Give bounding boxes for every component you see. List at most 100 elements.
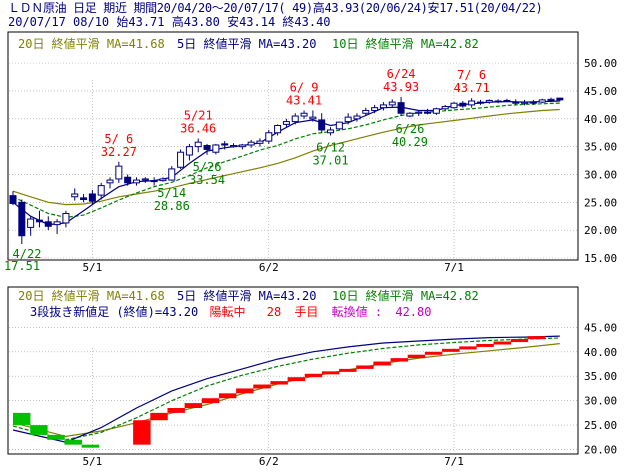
annotation-date: 5/ 6 <box>104 132 133 146</box>
tpb-brick <box>236 388 254 394</box>
candle-body <box>265 132 273 142</box>
y-tick-label: 30.00 <box>584 395 617 408</box>
candle-body <box>203 145 211 150</box>
tpb-info: 3段抜き新値足 (終値)=43.20 陽転中 28 手目 転換値 : 42.80 <box>30 304 431 319</box>
main-candles <box>9 96 564 245</box>
candle-body <box>291 115 299 123</box>
annotation-date: 6/26 <box>395 122 424 136</box>
candle-body <box>274 124 282 134</box>
annotation-value: 17.51 <box>4 259 40 273</box>
tpb-brick <box>13 412 31 426</box>
candle-body <box>71 193 79 198</box>
candle-body <box>185 146 193 156</box>
tpb-brick <box>81 444 100 448</box>
tpb-brick <box>442 348 460 352</box>
candle-body <box>177 151 185 168</box>
annotation-value: 40.29 <box>392 135 428 149</box>
candle-body <box>379 104 387 109</box>
candle-body <box>468 100 476 106</box>
annotation-date: 7/ 6 <box>457 68 486 82</box>
y-tick-label: 50.00 <box>584 57 617 70</box>
main-grid: 15.00 20.00 25.00 30.00 35.00 40.00 45.00 50.00… <box>9 57 617 274</box>
annotation-date: 6/24 <box>387 67 416 81</box>
candle-body <box>212 144 220 153</box>
candle-body <box>159 178 167 182</box>
y-tick-label: 25.00 <box>584 419 617 432</box>
candle-body <box>424 111 432 114</box>
legend-ma5: 5日 終値平滑 MA=43.20 <box>177 36 316 51</box>
tpb-legend-ma20: 20日 終値平滑 MA=41.68 <box>18 288 165 303</box>
candle-body <box>300 112 308 117</box>
candle-body <box>494 100 502 103</box>
candle-body <box>115 165 123 180</box>
candle-body <box>44 221 52 227</box>
tpb-brick <box>133 420 151 445</box>
y-tick-label: 15.00 <box>584 252 617 265</box>
tpb-ma10-line <box>12 337 560 441</box>
candle-body <box>168 168 176 181</box>
candle-body <box>309 116 317 120</box>
candle-body <box>221 143 229 146</box>
candle-body <box>53 221 61 226</box>
x-tick-label: 6/2 <box>259 261 279 274</box>
candle-body <box>9 195 17 204</box>
candle-body <box>388 101 396 106</box>
tpb-brick <box>218 393 237 399</box>
tpb-ma5-line <box>12 335 560 443</box>
candle-body <box>256 140 264 144</box>
candle-body <box>124 176 132 184</box>
candle-body <box>406 112 414 117</box>
candle-body <box>282 121 290 125</box>
tpb-brick <box>30 425 48 435</box>
tpb-brick <box>407 354 426 359</box>
candle-body <box>485 99 493 103</box>
legend-ma10: 10日 終値平滑 MA=42.82 <box>332 36 479 51</box>
annotation-value: 43.93 <box>383 80 419 94</box>
candle-body <box>327 129 335 134</box>
candle-body <box>194 141 202 148</box>
candle-body <box>35 219 43 223</box>
candle-body <box>132 179 140 184</box>
candle-body <box>247 141 255 146</box>
legend-ma20: 20日 終値平滑 MA=41.68 <box>18 36 165 51</box>
annotation-date: 6/ 9 <box>290 80 319 94</box>
tpb-brick <box>459 346 477 350</box>
candle-body <box>450 102 458 109</box>
candle-body <box>18 201 26 237</box>
tpb-grid: 20.00 25.00 30.00 35.00 40.00 45.00 5/1 6/2 7/1 <box>9 321 617 468</box>
annotation-value: 36.46 <box>180 122 216 136</box>
tpb-switch-label: 転換値 : <box>332 304 382 319</box>
candle-body <box>335 121 343 130</box>
candle-body <box>503 99 511 102</box>
candle-body <box>521 101 529 104</box>
tpb-brick <box>510 339 529 343</box>
tpb-brick <box>304 373 323 378</box>
tpb-brick <box>390 358 409 362</box>
tpb-plot-frame <box>7 286 579 455</box>
x-tick-label: 5/1 <box>82 455 102 468</box>
candle-body <box>556 97 564 101</box>
y-tick-label: 30.00 <box>584 168 617 181</box>
tpb-legend-ma10: 10日 終値平滑 MA=42.82 <box>332 288 479 303</box>
candle-body <box>141 178 149 181</box>
candle-body <box>415 111 423 114</box>
candle-body <box>318 119 326 131</box>
candle-body <box>150 180 158 183</box>
x-tick-label: 7/1 <box>444 261 464 274</box>
candle-body <box>106 179 114 184</box>
annotation-value: 28.86 <box>154 199 190 213</box>
candle-body <box>238 144 246 148</box>
ma10-line <box>12 102 560 219</box>
candle-body <box>97 185 105 196</box>
candle-body <box>88 193 96 202</box>
tpb-brick <box>356 365 374 369</box>
candle-body <box>344 116 352 123</box>
y-tick-label: 40.00 <box>584 113 617 126</box>
annotation-value: 37.01 <box>312 153 348 167</box>
candle-body <box>432 108 440 114</box>
annotation-date: 5/26 <box>193 160 222 174</box>
ma20-line <box>12 108 560 206</box>
